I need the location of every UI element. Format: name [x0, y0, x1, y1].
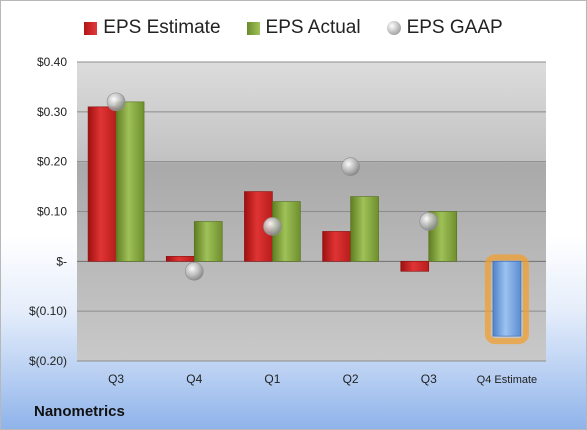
eps-gaap-marker [184, 261, 204, 281]
eps-gaap-marker [106, 92, 126, 112]
x-tick-label: Q4 [186, 372, 202, 386]
y-tick-label: $- [56, 254, 67, 268]
eps-actual-bar [193, 221, 223, 262]
x-tick-label: Q3 [421, 372, 437, 386]
legend: EPS Estimate EPS Actual EPS GAAP [1, 17, 586, 39]
eps-gaap-marker [263, 217, 282, 236]
eps-estimate-bar [400, 261, 430, 272]
y-tick-label: $0.40 [37, 55, 67, 69]
y-tick-label: $(0.10) [29, 304, 67, 318]
legend-label-actual: EPS Actual [265, 17, 361, 38]
legend-item-gaap: EPS GAAP [386, 17, 503, 39]
eps-estimate-bar [87, 106, 117, 262]
x-tick-label: Q4 Estimate [477, 374, 538, 386]
eps-gaap-marker [419, 212, 439, 231]
estimate-swatch-icon [84, 21, 98, 35]
legend-label-estimate: EPS Estimate [103, 17, 221, 38]
legend-item-estimate: EPS Estimate [84, 17, 221, 39]
x-tick-label: Q2 [343, 372, 359, 386]
y-tick-label: $0.30 [37, 105, 67, 119]
y-tick-label: $0.10 [37, 205, 67, 219]
eps-actual-bar [350, 196, 379, 262]
x-tick-label: Q3 [108, 372, 124, 386]
eps-estimate-bar [492, 261, 522, 337]
company-name: Nanometrics [34, 403, 125, 420]
eps-gaap-marker [341, 157, 360, 176]
eps-estimate-bar [322, 231, 351, 262]
forecast-bar-glow [484, 254, 529, 345]
eps-actual-bar [115, 101, 145, 262]
legend-label-gaap: EPS GAAP [406, 17, 503, 38]
legend-item-actual: EPS Actual [246, 17, 361, 39]
x-tick-label: Q1 [264, 372, 280, 386]
actual-swatch-icon [246, 21, 260, 35]
y-tick-label: $0.20 [37, 155, 67, 169]
eps-estimate-bar [165, 256, 195, 262]
y-tick-label: $(0.20) [29, 354, 67, 368]
gaap-marker-icon [386, 21, 401, 35]
